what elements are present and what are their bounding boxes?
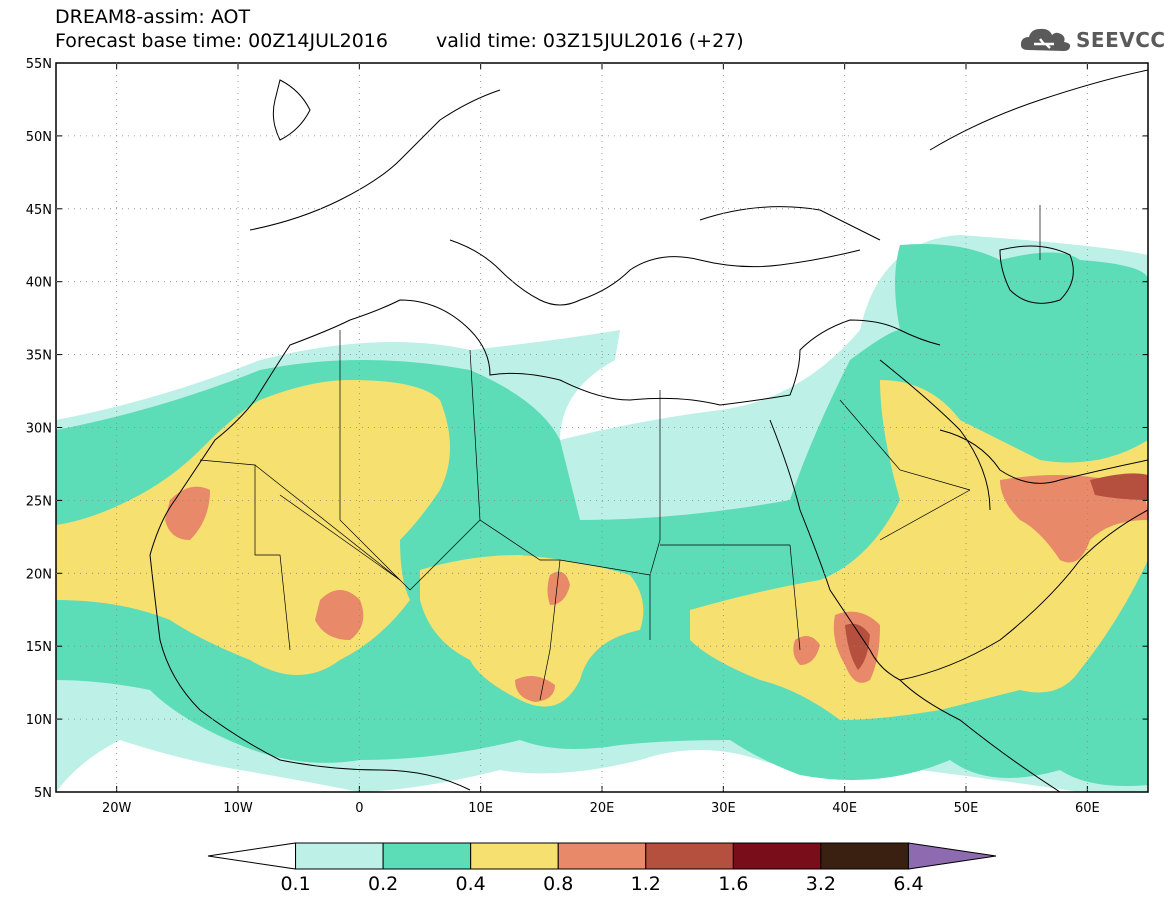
lon-label: 10W	[223, 801, 253, 816]
colorbar-label: 0.2	[368, 873, 398, 895]
aot-spot-1.2	[1090, 473, 1148, 500]
colorbar-label: 0.1	[280, 873, 310, 895]
lat-label: 35N	[26, 349, 52, 364]
colorbar-label: 6.4	[893, 873, 923, 895]
aot-band-0.4-east	[690, 380, 1148, 720]
colorbar-label: 1.6	[718, 873, 748, 895]
chart-title: DREAM8-assim: AOT	[55, 6, 251, 28]
colorbar-segment	[820, 842, 909, 870]
longitude-axis: 20W 10W 0 10E 20E 30E 40E 50E 60E	[102, 63, 1100, 816]
lat-label: 40N	[26, 276, 52, 291]
lon-label: 40E	[832, 801, 857, 816]
valid-time: valid time: 03Z15JUL2016 (+27)	[435, 30, 744, 52]
colorbar-segment	[295, 842, 384, 870]
aot-spot-0.8	[793, 636, 820, 665]
colorbar-label: 0.8	[543, 873, 573, 895]
aot-spot-1.2	[845, 623, 870, 670]
time-info: Forecast base time: 00Z14JUL2016 valid ti…	[55, 30, 744, 52]
aot-spot-0.8	[547, 571, 570, 605]
lat-label: 20N	[26, 567, 52, 582]
base-time: Forecast base time: 00Z14JUL2016	[55, 30, 388, 52]
colorbar: 0.1 0.2 0.4 0.8 1.2 1.6 3.2 6.4	[207, 842, 997, 895]
colorbar-label: 1.2	[631, 873, 661, 895]
lat-label: 55N	[26, 57, 52, 72]
lat-label: 25N	[26, 494, 52, 509]
aot-band-0.4-central	[420, 555, 644, 707]
lat-label: 45N	[26, 203, 52, 218]
lon-label: 20W	[102, 801, 132, 816]
lon-label: 50E	[954, 801, 979, 816]
colorbar-over-arrow	[907, 842, 997, 870]
lon-label: 30E	[711, 801, 736, 816]
lon-label: 60E	[1075, 801, 1100, 816]
aot-spot-0.8	[515, 676, 555, 702]
lat-label: 5N	[34, 786, 52, 801]
colorbar-label: 3.2	[806, 873, 836, 895]
seevccc-logo: SEEVCCC	[1018, 22, 1165, 58]
coastlines	[149, 69, 1148, 792]
colorbar-segment	[732, 842, 822, 870]
cloud-icon	[1020, 28, 1071, 51]
colorbar-under-arrow	[207, 842, 297, 870]
lon-label: 0	[355, 801, 363, 816]
lat-label: 50N	[26, 130, 52, 145]
colorbar-segment	[557, 842, 647, 870]
logo-text: SEEVCCC	[1076, 28, 1165, 52]
colorbar-segment	[470, 842, 559, 870]
lat-label: 30N	[26, 422, 52, 437]
colorbar-label: 0.4	[456, 873, 486, 895]
colorbar-segment	[382, 842, 472, 870]
aot-spot-0.8	[315, 590, 364, 640]
lat-label: 15N	[26, 640, 52, 655]
colorbar-segment	[645, 842, 734, 870]
borders	[199, 205, 1041, 701]
lon-label: 20E	[590, 801, 615, 816]
lon-label: 10E	[468, 801, 493, 816]
lat-label: 10N	[26, 713, 52, 728]
